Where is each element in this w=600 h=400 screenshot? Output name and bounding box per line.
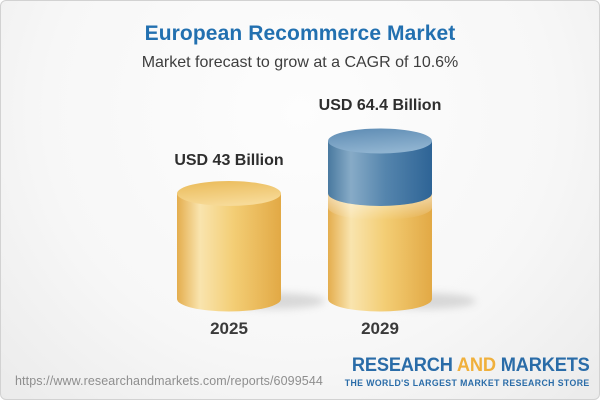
research-and-markets-logo: RESEARCH AND MARKETS THE WORLD'S LARGEST… (342, 355, 590, 388)
logo-word-markets: MARKETS (501, 355, 590, 376)
logo-tagline: THE WORLD'S LARGEST MARKET RESEARCH STOR… (345, 378, 590, 388)
logo-word-research: RESEARCH (352, 355, 454, 376)
cylinder-top-face (177, 181, 281, 207)
value-label-2029: USD 64.4 Billion (318, 97, 442, 114)
category-label-2029: 2029 (361, 319, 399, 338)
cylinder-top-face (328, 128, 432, 154)
cylinder-junction-highlight (328, 193, 432, 221)
chart-subtitle: Market forecast to grow at a CAGR of 10.… (141, 54, 459, 71)
chart-title: European Recommerce Market (144, 22, 456, 45)
logo-wordmark: RESEARCH AND MARKETS (352, 355, 590, 377)
cylinder-segment-gold (328, 193, 432, 312)
cylinder-segment-blue (328, 141, 432, 207)
cylinder-segment-gold (177, 193, 281, 312)
category-label-2025: 2025 (210, 319, 248, 338)
report-url: https://www.researchandmarkets.com/repor… (15, 374, 323, 388)
value-label-2025: USD 43 Billion (174, 152, 284, 169)
logo-word-and: AND (457, 355, 497, 376)
